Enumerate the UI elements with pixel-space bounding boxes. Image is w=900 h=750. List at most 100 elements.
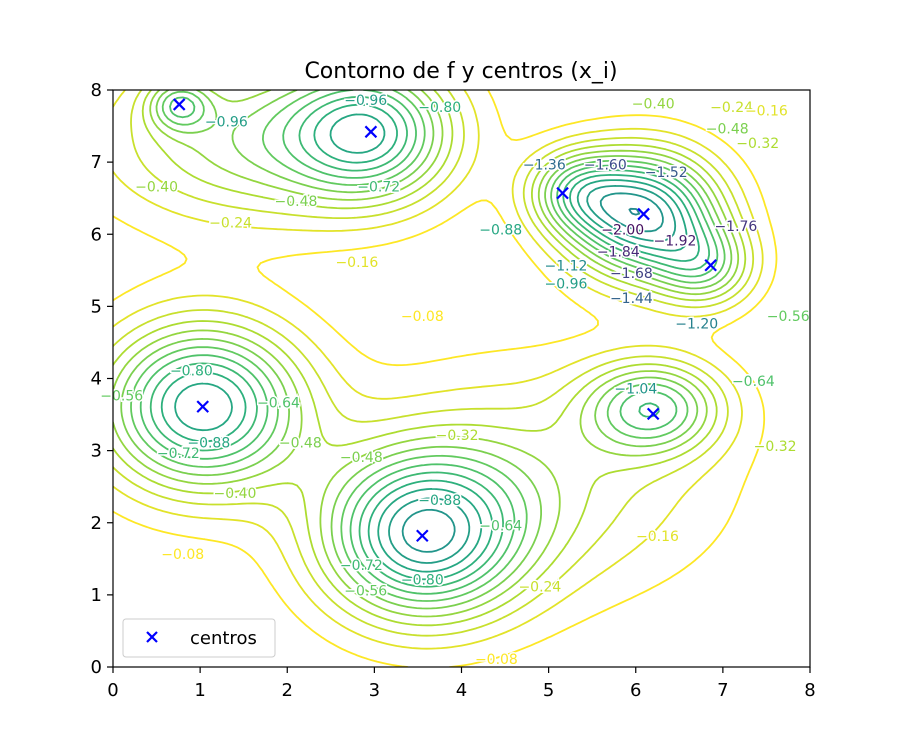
legend: centros: [122, 618, 276, 658]
contour-level: [113, 90, 747, 627]
center-marker: [196, 400, 210, 413]
x-tick-label: 7: [717, 680, 728, 701]
center-marker: [637, 207, 650, 221]
y-axis: 0 1 2 3 4 5 6 7 8: [91, 80, 113, 678]
contour-label: −0.48: [706, 122, 749, 138]
contour-lines: [113, 90, 778, 667]
contour-level: [113, 90, 778, 667]
contour-label: −0.72: [340, 558, 383, 574]
x-tick-label: 4: [456, 680, 467, 701]
contour-level: [160, 103, 700, 581]
contour-label: −0.80: [418, 100, 461, 116]
contour-label: −0.32: [436, 428, 479, 444]
contour-label: −0.80: [170, 363, 213, 379]
contour-label: −0.40: [632, 96, 675, 112]
contour-label: −1.20: [675, 316, 718, 332]
contour-label: −1.44: [610, 291, 653, 307]
contour-label: −0.08: [401, 309, 444, 325]
center-marker: [364, 125, 378, 139]
x-tick-label: 0: [107, 680, 118, 701]
x-axis: 0 1 2 3 4 5 6 7 8: [107, 667, 816, 701]
y-tick-label: 8: [91, 80, 102, 101]
contour-labels: −0.96−0.96 −0.80 −0.40 −0.24−0.16−0.48−0.32…: [99, 91, 811, 669]
contour-label: −0.56: [767, 309, 810, 325]
contour-label: −0.64: [479, 518, 522, 534]
contour-label: −0.80: [401, 573, 444, 589]
contour-label: −0.64: [257, 396, 300, 412]
legend-label: centros: [190, 628, 257, 649]
contour-label: −0.64: [732, 374, 775, 390]
contour-label: −2.00: [601, 223, 644, 239]
contour-label: −0.32: [736, 136, 779, 152]
contour-label: −0.72: [157, 446, 200, 462]
contour-label: −0.16: [745, 104, 788, 120]
contour-level: [401, 192, 664, 553]
contour-label: −1.04: [614, 381, 657, 397]
contour-level: [130, 90, 726, 602]
contour-label: −0.96: [205, 115, 248, 131]
y-tick-label: 3: [91, 441, 102, 462]
center-marker: [646, 407, 660, 421]
contour-label: −0.40: [135, 179, 178, 195]
contour-label: −1.60: [584, 158, 627, 174]
contour-label: −0.96: [344, 93, 387, 109]
contour-label: −1.76: [714, 219, 757, 235]
x-tick-label: 8: [804, 680, 815, 701]
contour-label: −0.56: [100, 389, 143, 405]
y-tick-label: 4: [91, 369, 102, 390]
center-marker: [416, 529, 429, 543]
contour-label: −0.48: [340, 450, 383, 466]
contour-label: −0.08: [161, 547, 204, 563]
contour-label: −0.56: [344, 583, 387, 599]
contour-label: −1.12: [545, 259, 588, 275]
y-tick-label: 0: [91, 657, 102, 678]
contour-label: −0.88: [187, 435, 230, 451]
contour-label: −0.88: [479, 223, 522, 239]
contour-label: −0.16: [636, 529, 679, 545]
contour-level: [388, 185, 677, 564]
contour-level: [113, 90, 764, 650]
contour-level: [113, 90, 755, 637]
contour-label: −0.88: [418, 493, 461, 509]
contour-label: −0.24: [518, 580, 561, 596]
x-tick-label: 6: [630, 680, 641, 701]
contour-label: −1.92: [654, 234, 697, 250]
contour-label: −1.84: [597, 244, 640, 260]
contour-label: −0.96: [545, 277, 588, 293]
contour-label: −0.24: [710, 100, 753, 116]
x-tick-label: 2: [282, 680, 293, 701]
legend-box: [122, 618, 276, 658]
center-marker: [172, 98, 186, 111]
y-tick-label: 2: [91, 513, 102, 534]
contour-label: −0.48: [275, 194, 318, 210]
contour-label: −1.68: [610, 266, 653, 282]
x-tick-label: 3: [369, 680, 380, 701]
contour-label: −0.40: [214, 486, 257, 502]
chart-title: Contorno de f y centros (x_i): [304, 59, 617, 84]
centros-markers: [172, 98, 717, 543]
contour-level: [139, 90, 719, 595]
contour-level: [628, 207, 641, 216]
y-tick-label: 6: [91, 224, 102, 245]
center-marker: [704, 258, 717, 272]
center-marker: [556, 186, 569, 200]
contour-level: [120, 90, 733, 610]
x-tick-label: 1: [194, 680, 205, 701]
contour-label: −0.72: [357, 179, 400, 195]
contour-label: −1.36: [523, 158, 566, 174]
contour-label: −1.52: [645, 165, 688, 181]
plot-frame: [112, 89, 811, 668]
y-tick-label: 7: [91, 152, 102, 173]
contour-level: [149, 96, 710, 588]
contour-level: [113, 90, 740, 618]
contour-label: −0.48: [279, 435, 322, 451]
contour-level: [174, 113, 688, 573]
contour-label: −0.32: [754, 439, 797, 455]
legend-marker: [146, 631, 158, 643]
contour-label: −0.16: [335, 255, 378, 271]
x-tick-label: 5: [543, 680, 554, 701]
y-tick-label: 1: [91, 585, 102, 606]
contour-label: −0.08: [475, 652, 518, 668]
